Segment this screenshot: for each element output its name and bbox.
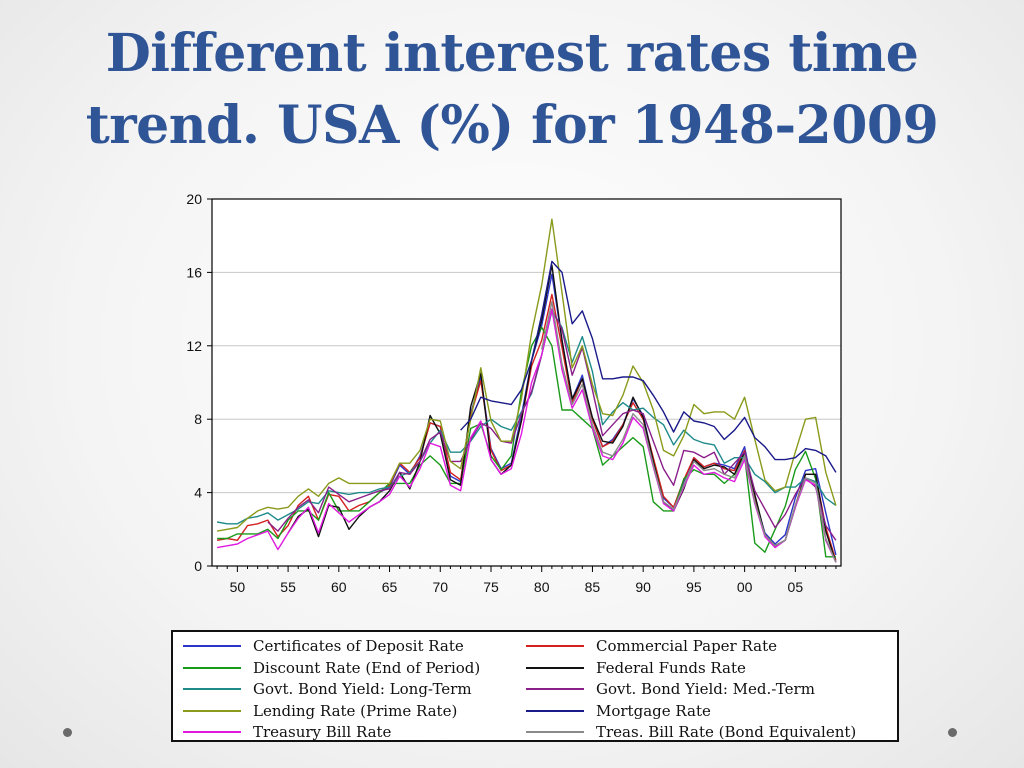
legend-swatch <box>183 709 241 712</box>
series-lines <box>216 218 837 563</box>
legend-swatch <box>526 666 584 669</box>
slide-title: Different interest rates time trend. USA… <box>0 18 1024 162</box>
legend-item: Treasury Bill Rate <box>183 722 391 742</box>
series-line-mortgage-rate <box>460 260 837 473</box>
y-tick-label: 12 <box>186 338 202 354</box>
legend-label: Mortgage Rate <box>596 701 711 720</box>
x-tick-label: 05 <box>788 579 804 595</box>
x-tick-label: 70 <box>432 579 448 595</box>
y-tick-label: 16 <box>186 264 202 280</box>
legend-label: Treasury Bill Rate <box>253 723 392 741</box>
legend-swatch <box>526 731 584 733</box>
legend-swatch <box>183 645 241 647</box>
x-tick-label: 80 <box>534 579 550 595</box>
legend-item: Certificates of Deposit Rate <box>183 636 464 656</box>
right-bullet-dot-icon <box>948 728 957 737</box>
x-tick-label: 75 <box>483 579 499 595</box>
legend-item: Commercial Paper Rate <box>526 636 777 656</box>
x-tick-label: 65 <box>382 579 398 595</box>
legend-item: Govt. Bond Yield: Long-Term <box>183 679 472 699</box>
legend-label: Lending Rate (Prime Rate) <box>253 701 458 720</box>
x-tick-label: 85 <box>585 579 601 595</box>
series-line-treas-bill-rate-bond-equivalent <box>541 301 837 563</box>
legend-label: Certificates of Deposit Rate <box>253 637 464 655</box>
left-bullet-dot-icon <box>63 728 72 737</box>
x-tick-label: 90 <box>635 579 651 595</box>
chart-legend: Certificates of Deposit Rate Commercial P… <box>171 630 899 742</box>
y-tick-label: 20 <box>186 191 202 207</box>
legend-item: Treas. Bill Rate (Bond Equivalent) <box>526 722 856 742</box>
x-tick-label: 00 <box>737 579 753 595</box>
series-line-treasury-bill-rate <box>216 308 837 563</box>
legend-swatch <box>526 688 584 690</box>
legend-item: Federal Funds Rate <box>526 658 746 678</box>
y-tick-label: 4 <box>194 485 202 501</box>
legend-swatch <box>183 731 241 733</box>
legend-label: Federal Funds Rate <box>596 658 746 677</box>
x-tick-label: 55 <box>280 579 296 595</box>
legend-label: Commercial Paper Rate <box>596 637 777 655</box>
legend-swatch <box>183 688 241 690</box>
legend-item: Lending Rate (Prime Rate) <box>183 701 457 721</box>
grid-lines <box>212 199 841 566</box>
series-line-lending-rate-prime-rate <box>216 218 837 532</box>
legend-label: Govt. Bond Yield: Long-Term <box>253 680 472 698</box>
plot-area <box>211 198 842 567</box>
legend-item: Govt. Bond Yield: Med.-Term <box>526 679 815 699</box>
y-tick-label: 0 <box>194 558 202 574</box>
plot-background <box>212 199 841 566</box>
legend-swatch <box>183 666 241 669</box>
slide-title-line-2: trend. USA (%) for 1948-2009 <box>85 95 939 156</box>
legend-item: Discount Rate (End of Period) <box>183 658 480 678</box>
x-tick-label: 50 <box>230 579 246 595</box>
legend-label: Treas. Bill Rate (Bond Equivalent) <box>596 723 857 741</box>
slide-title-line-1: Different interest rates time <box>105 23 919 84</box>
legend-label: Discount Rate (End of Period) <box>253 658 481 677</box>
legend-item: Mortgage Rate <box>526 701 711 721</box>
y-tick-label: 8 <box>194 411 202 427</box>
legend-swatch <box>526 709 584 712</box>
legend-swatch <box>526 645 584 647</box>
legend-label: Govt. Bond Yield: Med.-Term <box>596 680 815 698</box>
x-tick-label: 95 <box>686 579 702 595</box>
axes: 0 4 8 12 16 20 50 55 60 65 70 75 80 85 90 95 00 05 <box>186 191 837 595</box>
x-tick-label: 60 <box>331 579 347 595</box>
